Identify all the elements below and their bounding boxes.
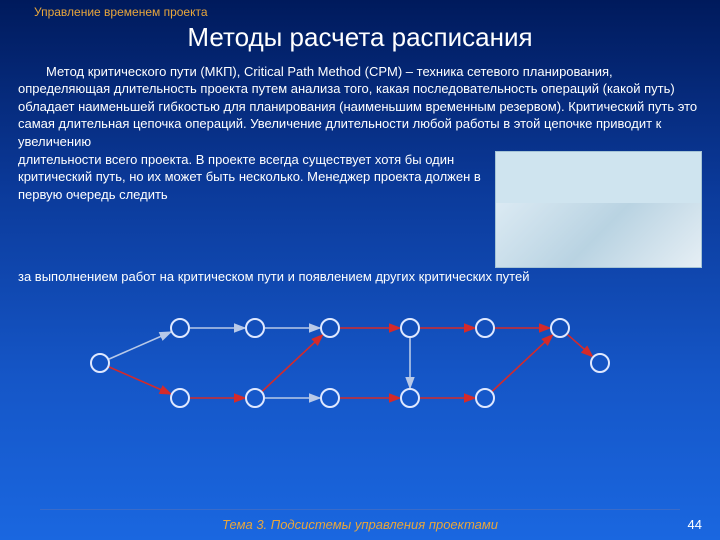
diagram-edge <box>109 367 171 394</box>
diagram-node <box>245 318 265 338</box>
footer-text: Тема 3. Подсистемы управления проектами <box>0 517 720 532</box>
section-label: Управление временем проекта <box>0 0 720 20</box>
diagram-node <box>550 318 570 338</box>
footer-divider <box>40 509 680 510</box>
decorative-image <box>495 151 702 268</box>
page-number: 44 <box>688 517 702 532</box>
diagram-node <box>400 388 420 408</box>
diagram-node <box>400 318 420 338</box>
diagram-node <box>245 388 265 408</box>
diagram-edge <box>568 335 593 357</box>
paragraph-top: Метод критического пути (МКП), Critical … <box>18 63 702 151</box>
diagram-node <box>170 318 190 338</box>
diagram-node <box>475 318 495 338</box>
diagram-node <box>90 353 110 373</box>
page-title: Методы расчета расписания <box>0 22 720 53</box>
network-diagram <box>80 303 640 443</box>
diagram-node <box>320 318 340 338</box>
paragraph-bottom: за выполнением работ на критическом пути… <box>18 268 702 286</box>
diagram-node <box>320 388 340 408</box>
diagram-node <box>590 353 610 373</box>
diagram-node <box>475 388 495 408</box>
diagram-node <box>170 388 190 408</box>
diagram-edge <box>262 335 322 391</box>
diagram-edge <box>492 335 552 391</box>
diagram-edge <box>109 332 171 359</box>
paragraph-left: длительности всего проекта. В проекте вс… <box>18 151 487 204</box>
